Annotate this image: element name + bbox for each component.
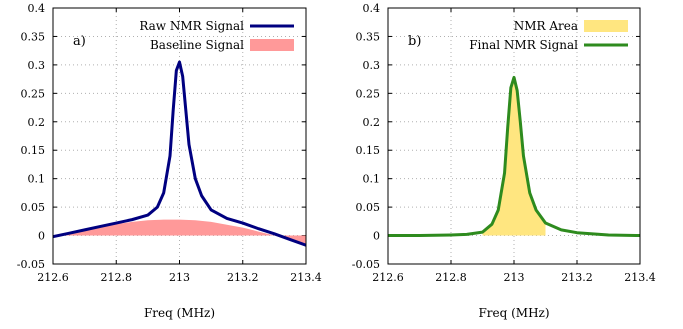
legend-swatch bbox=[250, 39, 294, 51]
legend-swatch bbox=[584, 20, 628, 32]
series-area bbox=[53, 219, 306, 244]
y-tick-label: 0.15 bbox=[356, 144, 381, 157]
x-tick-label: 213.2 bbox=[227, 271, 259, 284]
chart-panel-1: -0.05 0 0.05 0.1 0.15 0.2 0.25 0.3 0.35 0.4 212.6 2… bbox=[17, 2, 322, 320]
panel-label: a) bbox=[73, 34, 86, 49]
series-line bbox=[388, 75, 640, 238]
y-tick-label: 0.1 bbox=[363, 173, 381, 186]
y-tick-label: 0.35 bbox=[356, 30, 381, 43]
legend-label: NMR Area bbox=[514, 19, 578, 33]
x-tick-label: 212.8 bbox=[101, 271, 133, 284]
x-axis-label: Freq (MHz) bbox=[478, 306, 549, 320]
x-tick-label: 213.4 bbox=[290, 271, 322, 284]
y-tick-label: 0.35 bbox=[21, 30, 46, 43]
legend-label: Raw NMR Signal bbox=[139, 19, 244, 33]
y-tick-label: 0.3 bbox=[363, 59, 381, 72]
y-tick-label: 0.2 bbox=[363, 116, 381, 129]
y-tick-label: 0.25 bbox=[356, 87, 381, 100]
panel-label: b) bbox=[408, 34, 421, 49]
chart-panel-2: -0.05 0 0.05 0.1 0.15 0.2 0.25 0.3 0.35 0.4 212.6 2… bbox=[352, 2, 656, 320]
plot-frame bbox=[387, 7, 641, 265]
y-tick-label: -0.05 bbox=[17, 258, 45, 271]
y-tick-label: 0.2 bbox=[28, 116, 46, 129]
y-tick-label: 0.05 bbox=[356, 201, 381, 214]
x-tick-label: 213.2 bbox=[561, 271, 593, 284]
x-tick-label: 213 bbox=[169, 271, 190, 284]
plot-frame bbox=[52, 7, 307, 265]
y-tick-label: 0.3 bbox=[28, 59, 46, 72]
legend-label: Final NMR Signal bbox=[469, 38, 578, 52]
y-tick-label: 0.25 bbox=[21, 87, 46, 100]
plot-area bbox=[388, 75, 640, 238]
series-line bbox=[53, 60, 306, 247]
y-tick-label: 0.15 bbox=[21, 144, 46, 157]
y-tick-label: -0.05 bbox=[352, 258, 380, 271]
y-tick-label: 0 bbox=[38, 230, 45, 243]
x-tick-label: 212.8 bbox=[435, 271, 467, 284]
x-tick-label: 213 bbox=[504, 271, 525, 284]
x-tick-label: 213.4 bbox=[624, 271, 656, 284]
y-tick-label: 0.4 bbox=[28, 2, 46, 15]
y-tick-label: 0.1 bbox=[28, 173, 46, 186]
y-tick-label: 0 bbox=[373, 230, 380, 243]
y-tick-label: 0.4 bbox=[363, 2, 381, 15]
plot-area bbox=[53, 60, 306, 247]
x-axis-label: Freq (MHz) bbox=[144, 306, 215, 320]
y-tick-label: 0.05 bbox=[21, 201, 46, 214]
legend-label: Baseline Signal bbox=[150, 38, 244, 52]
x-tick-label: 212.6 bbox=[372, 271, 404, 284]
x-tick-label: 212.6 bbox=[37, 271, 69, 284]
